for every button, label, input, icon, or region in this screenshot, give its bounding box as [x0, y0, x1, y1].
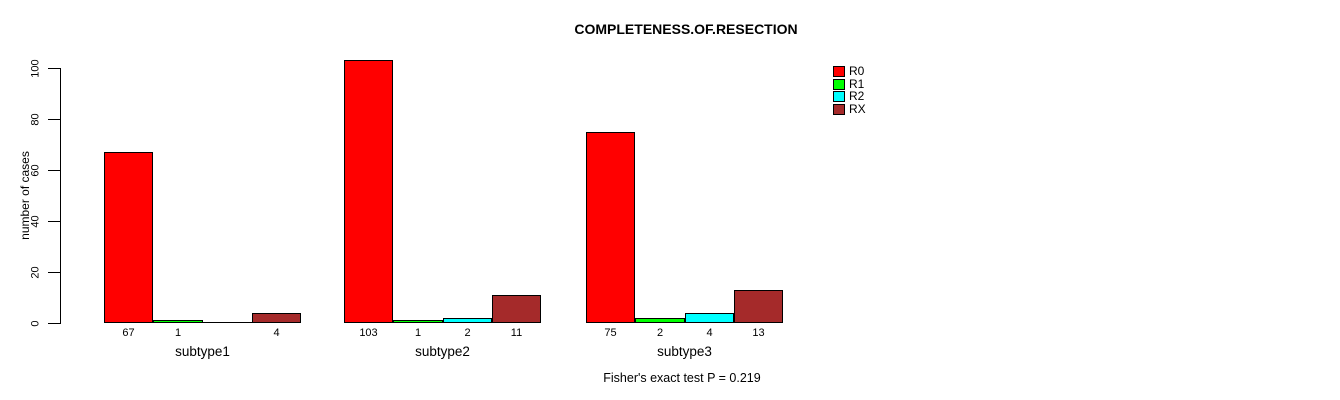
- bar-value-label-rx-subtype3: 13: [752, 327, 765, 339]
- bar-r0-subtype1: [104, 152, 153, 323]
- category-label-subtype2: subtype2: [415, 344, 470, 359]
- y-tick-40: [48, 221, 60, 222]
- bar-value-label-r2-subtype3: 4: [706, 327, 713, 339]
- bar-r0-subtype3: [586, 132, 635, 323]
- legend-swatch-rx: [833, 104, 845, 115]
- bar-value-label-r1-subtype3: 2: [656, 327, 664, 339]
- y-tick-100: [48, 68, 60, 69]
- legend-swatch-r1: [833, 79, 845, 90]
- bar-value-label-r2-subtype2: 2: [464, 327, 471, 339]
- bar-r2-subtype1: [203, 322, 252, 323]
- category-label-subtype3: subtype3: [657, 344, 712, 359]
- category-label-subtype1: subtype1: [175, 344, 230, 359]
- legend-label-rx: RX: [849, 102, 866, 116]
- bar-value-label-rx-subtype2: 11: [510, 327, 523, 339]
- bar-rx-subtype1: [252, 313, 301, 323]
- fisher-test-annotation: Fisher's exact test P = 0.219: [603, 371, 761, 385]
- bar-value-label-r1-subtype2: 1: [414, 327, 422, 339]
- bar-value-label-r0-subtype2: 103: [359, 327, 378, 339]
- bar-r0-subtype2: [344, 60, 393, 323]
- bar-r1-subtype3: [635, 318, 685, 323]
- bar-value-label-r1-subtype1: 1: [174, 327, 182, 339]
- y-tick-80: [48, 119, 60, 120]
- bar-value-label-rx-subtype1: 4: [273, 327, 280, 339]
- y-tick-60: [48, 170, 60, 171]
- legend-label-r1: R1: [849, 77, 865, 91]
- y-axis-line: [60, 68, 61, 324]
- bar-rx-subtype2: [492, 295, 541, 323]
- bar-r1-subtype1: [153, 320, 203, 323]
- bar-value-label-r0-subtype1: 67: [122, 327, 135, 339]
- y-tick-20: [48, 272, 60, 273]
- y-tick-0: [48, 323, 60, 324]
- legend-swatch-r2: [833, 91, 845, 102]
- bar-r2-subtype2: [443, 318, 492, 323]
- bar-rx-subtype3: [734, 290, 783, 323]
- legend-swatch-r0: [833, 66, 845, 77]
- bar-r2-subtype3: [685, 313, 734, 323]
- legend-label-r2: R2: [849, 89, 865, 103]
- bar-value-label-r0-subtype3: 75: [604, 327, 617, 339]
- legend-label-r0: R0: [849, 64, 865, 78]
- chart-title: COMPLETENESS.OF.RESECTION: [574, 21, 798, 37]
- bar-r1-subtype2: [393, 320, 443, 323]
